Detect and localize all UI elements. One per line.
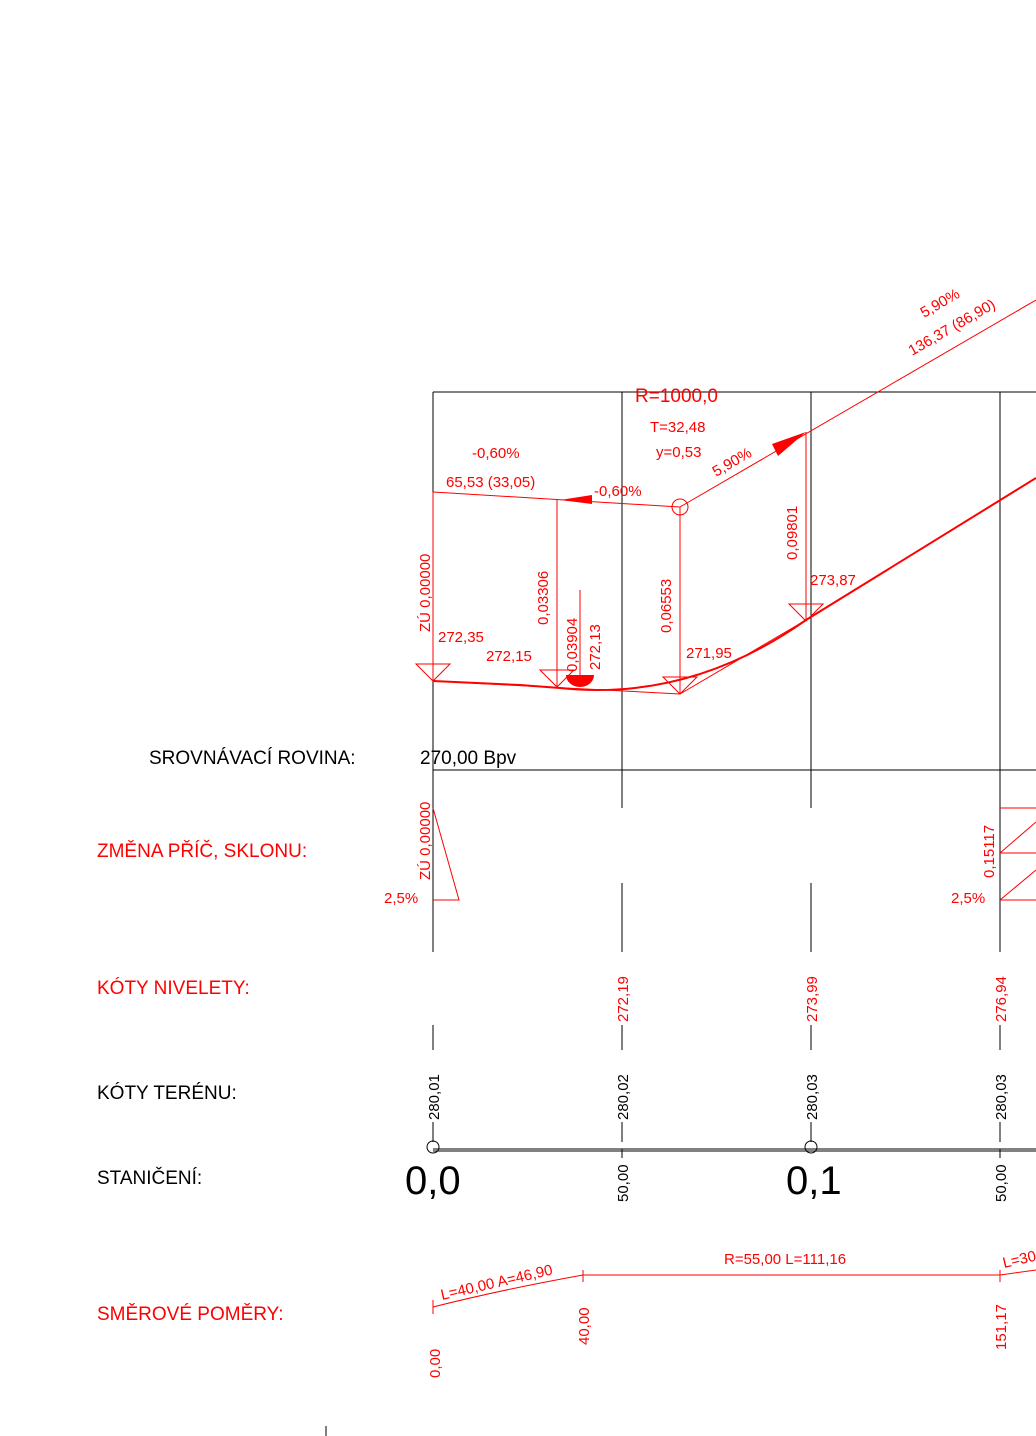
spiral-in: [432, 1274, 584, 1308]
grade-elev-label: KÓTY NIVELETY:: [97, 977, 250, 999]
y-label: y=0,53: [656, 444, 701, 461]
terrain-elev-50: 280,02: [615, 1074, 632, 1120]
terrain-elev-100: 280,03: [804, 1074, 821, 1120]
radius-label: R=1000,0: [635, 386, 718, 407]
grade-elev-150: 276,94: [993, 976, 1010, 1022]
chainage-minor-50: 50,00: [615, 1164, 632, 1202]
cross-slope-start: [432, 807, 460, 901]
cross-slope-v1: ZÚ 0,00000: [417, 802, 434, 880]
start-superelevation: ZÚ 0,00000: [417, 554, 434, 632]
elev-triangle-start: [414, 663, 452, 682]
offset-a: 0,03306: [535, 571, 552, 625]
tangent-in: [432, 491, 681, 508]
alignment-label: SMĚROVÉ POMĚRY:: [97, 1303, 284, 1325]
cross-slope-v2: 0,15117: [981, 825, 998, 878]
design-profile: [414, 299, 1036, 695]
offset-c: 0,06553: [658, 579, 675, 633]
tangent-out: [679, 299, 1036, 508]
grade-in-arrow-label: -0,60%: [594, 483, 642, 500]
terrain-elev-0: 280,01: [426, 1074, 443, 1120]
terrain-elev-150: 280,03: [993, 1074, 1010, 1120]
grade-elev-100: 273,99: [804, 976, 821, 1022]
chainage-minor-150: 50,00: [993, 1164, 1010, 1202]
lowest-point-marker: [566, 675, 594, 687]
alignment-station-40: 40,00: [576, 1307, 593, 1345]
elev-triangle-a: [538, 669, 576, 688]
grade-out-arrow-label: 5,90%: [710, 444, 755, 480]
grade-line: [432, 477, 1036, 691]
elev-end: 273,87: [810, 572, 856, 589]
elev-vertex: 271,95: [686, 645, 732, 662]
station-marker-100: [804, 1140, 818, 1154]
elev-start: 272,35: [438, 629, 484, 646]
cross-slope-end-diag1: [999, 821, 1036, 854]
elev-triangle-c: [661, 676, 699, 695]
chainage-major-0: 0,0: [405, 1159, 461, 1203]
spiral-out: [999, 1269, 1036, 1276]
alignment-station-151: 151,17: [993, 1304, 1010, 1350]
chainage-major-1: 0,1: [786, 1159, 842, 1203]
grade-elev-50: 272,19: [615, 976, 632, 1022]
datum-label: SROVNÁVACÍ ROVINA:: [149, 748, 356, 769]
alignment-spiral: L=40,00 A=46,90: [439, 1262, 554, 1304]
cross-slope-graphics: [432, 807, 1036, 901]
chainage-label: STANIČENÍ:: [97, 1167, 202, 1189]
grade-in-length: 65,53 (33,05): [446, 474, 535, 491]
tangent-label: T=32,48: [650, 419, 705, 436]
offset-d: 0,09801: [784, 506, 801, 560]
cross-slope-label: ZMĚNA PŘÍČ, SKLONU:: [97, 840, 307, 862]
elev-triangle-d: [787, 603, 825, 622]
cross-slope-v1-pct: 2,5%: [384, 890, 418, 907]
grade-in-label: -0,60%: [472, 445, 520, 462]
alignment-graphics: [432, 1269, 1036, 1314]
offset-b: 0,03904: [564, 618, 581, 672]
terrain-elev-label: KÓTY TERÉNU:: [97, 1082, 237, 1104]
datum-value: 270,00 Bpv: [420, 748, 517, 769]
cross-slope-end-diag2: [999, 869, 1036, 901]
alignment-curve: R=55,00 L=111,16: [724, 1251, 846, 1268]
alignment-station-0: 0,00: [427, 1349, 444, 1378]
station-marker-0: [426, 1140, 440, 1154]
cross-slope-v2-pct: 2,5%: [951, 890, 985, 907]
arrow-out: [772, 432, 806, 456]
arrow-in: [560, 495, 592, 504]
elev-low-b: 272,13: [587, 624, 604, 670]
profile-frame: [325, 391, 1036, 1436]
alignment-spiral-next: L=30: [1001, 1248, 1036, 1272]
elev-low-a: 272,15: [486, 648, 532, 665]
